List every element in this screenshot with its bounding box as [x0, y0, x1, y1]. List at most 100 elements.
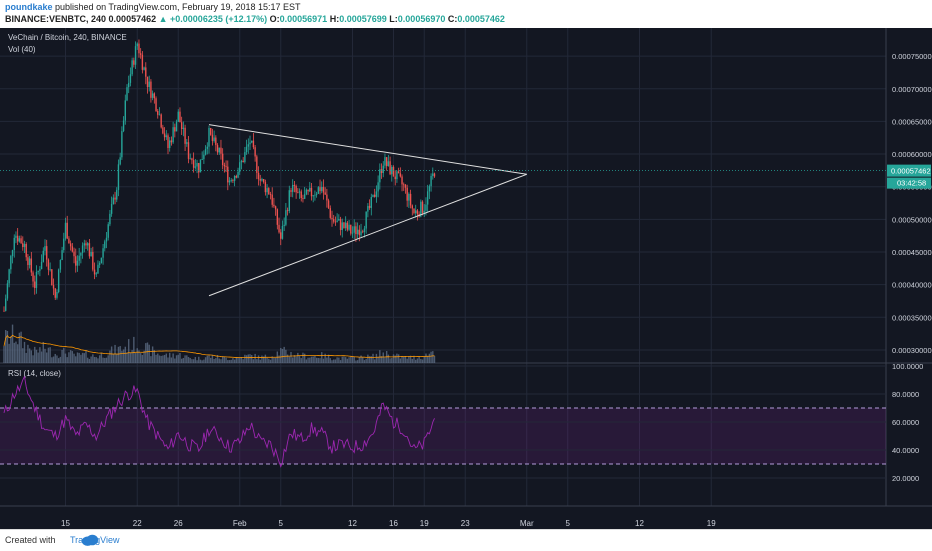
volume-bar	[143, 350, 145, 363]
candle-body	[5, 298, 7, 311]
candle-body	[367, 205, 369, 212]
price-chart-svg[interactable]: 0.00075000 0.00070000 0.00065000 0.00060000…	[0, 28, 932, 529]
volume-bar	[278, 355, 280, 363]
candle-body	[16, 235, 19, 242]
volume-bar	[110, 346, 113, 363]
candle-body	[295, 185, 297, 193]
volume-bar	[170, 357, 173, 363]
rsi-tick-label: 60.0000	[892, 418, 919, 427]
volume-bar	[426, 356, 429, 363]
candle-body	[44, 246, 46, 251]
candle-body	[28, 258, 31, 266]
volume-bar	[39, 347, 41, 363]
volume-bar	[358, 357, 361, 363]
volume-bar	[112, 354, 115, 363]
tradingview-cloud-icon	[81, 534, 99, 546]
candle-body	[206, 146, 208, 149]
volume-bar	[303, 353, 306, 363]
candle-body	[331, 217, 333, 220]
volume-bar	[375, 353, 378, 363]
candle-body	[211, 134, 214, 141]
candle-body	[182, 127, 185, 129]
candle-body	[360, 231, 362, 236]
volume-bar	[85, 350, 87, 363]
volume-bar	[198, 356, 200, 363]
candle-body	[194, 166, 197, 168]
candle-body	[32, 272, 34, 282]
candle-body	[415, 210, 417, 214]
candle-body	[251, 140, 253, 143]
triangle-trendlines[interactable]	[208, 124, 527, 297]
candle-body	[266, 188, 268, 193]
candle-body	[146, 76, 149, 88]
volume-bar	[119, 346, 121, 363]
volume-bar	[22, 348, 24, 363]
candle-body	[187, 142, 190, 159]
candle-body	[148, 81, 150, 88]
volume-bar	[242, 359, 244, 363]
volume-bar	[27, 344, 29, 363]
volume-bar	[23, 341, 26, 363]
volume-bar	[315, 357, 318, 363]
candle-body	[124, 100, 126, 121]
candle-body	[274, 206, 277, 210]
candle-body	[105, 237, 108, 242]
candle-body	[409, 193, 412, 206]
volume-bar	[252, 359, 255, 363]
volume-bar	[221, 356, 224, 363]
candle-body	[114, 197, 116, 200]
candle-body	[145, 67, 147, 77]
volume-bar	[49, 347, 51, 363]
volume-bar	[133, 336, 135, 363]
candle-body	[350, 224, 352, 234]
candle-body	[158, 114, 161, 116]
volume-bar	[384, 357, 386, 363]
volume-bar	[329, 358, 331, 363]
last-price: 0.00057462	[108, 14, 157, 24]
chart-area[interactable]: 0.00075000 0.00070000 0.00065000 0.00060000…	[0, 28, 932, 529]
price-tick-label: 0.00075000	[892, 52, 932, 61]
volume-bar	[307, 357, 309, 363]
volume-bar	[75, 356, 77, 363]
volume-bar	[432, 351, 434, 363]
author-link[interactable]: poundkake	[5, 2, 53, 12]
volume-bar	[34, 346, 36, 363]
volume-bar	[251, 355, 253, 363]
candle-body	[389, 161, 391, 175]
candle-body	[256, 156, 258, 173]
volume-bar	[377, 356, 379, 363]
candle-body	[228, 180, 231, 183]
volume-bar	[312, 356, 314, 363]
volume-bar	[116, 354, 118, 363]
volume-bar	[244, 354, 246, 363]
close-value: 0.00057462	[457, 14, 505, 24]
candle-body	[220, 147, 222, 154]
candle-body	[97, 264, 99, 274]
countdown-tag: 03:42:58	[897, 179, 926, 188]
volume-bar	[68, 352, 70, 363]
volume-bar	[297, 352, 299, 363]
candle-body	[221, 153, 224, 165]
tradingview-brand[interactable]: TradingView	[70, 535, 120, 545]
candle-body	[157, 110, 159, 115]
candle-body	[406, 187, 408, 201]
volume-bar	[298, 355, 301, 363]
volume-bar	[262, 356, 265, 363]
candle-body	[333, 219, 335, 222]
candle-body	[25, 243, 27, 258]
candle-body	[401, 176, 403, 185]
candle-body	[138, 43, 140, 54]
candle-body	[230, 180, 232, 181]
volume-bar	[418, 356, 420, 363]
volume-bar	[129, 352, 132, 363]
candle-body	[385, 157, 388, 167]
candle-body	[37, 270, 39, 272]
volume-bar	[355, 360, 357, 363]
candle-body	[319, 187, 321, 192]
volume-bar	[47, 347, 50, 363]
volume-bar	[179, 353, 181, 363]
candle-body	[341, 222, 343, 231]
volume-bar	[286, 354, 289, 363]
volume-bar	[134, 353, 137, 363]
candle-body	[249, 142, 251, 145]
